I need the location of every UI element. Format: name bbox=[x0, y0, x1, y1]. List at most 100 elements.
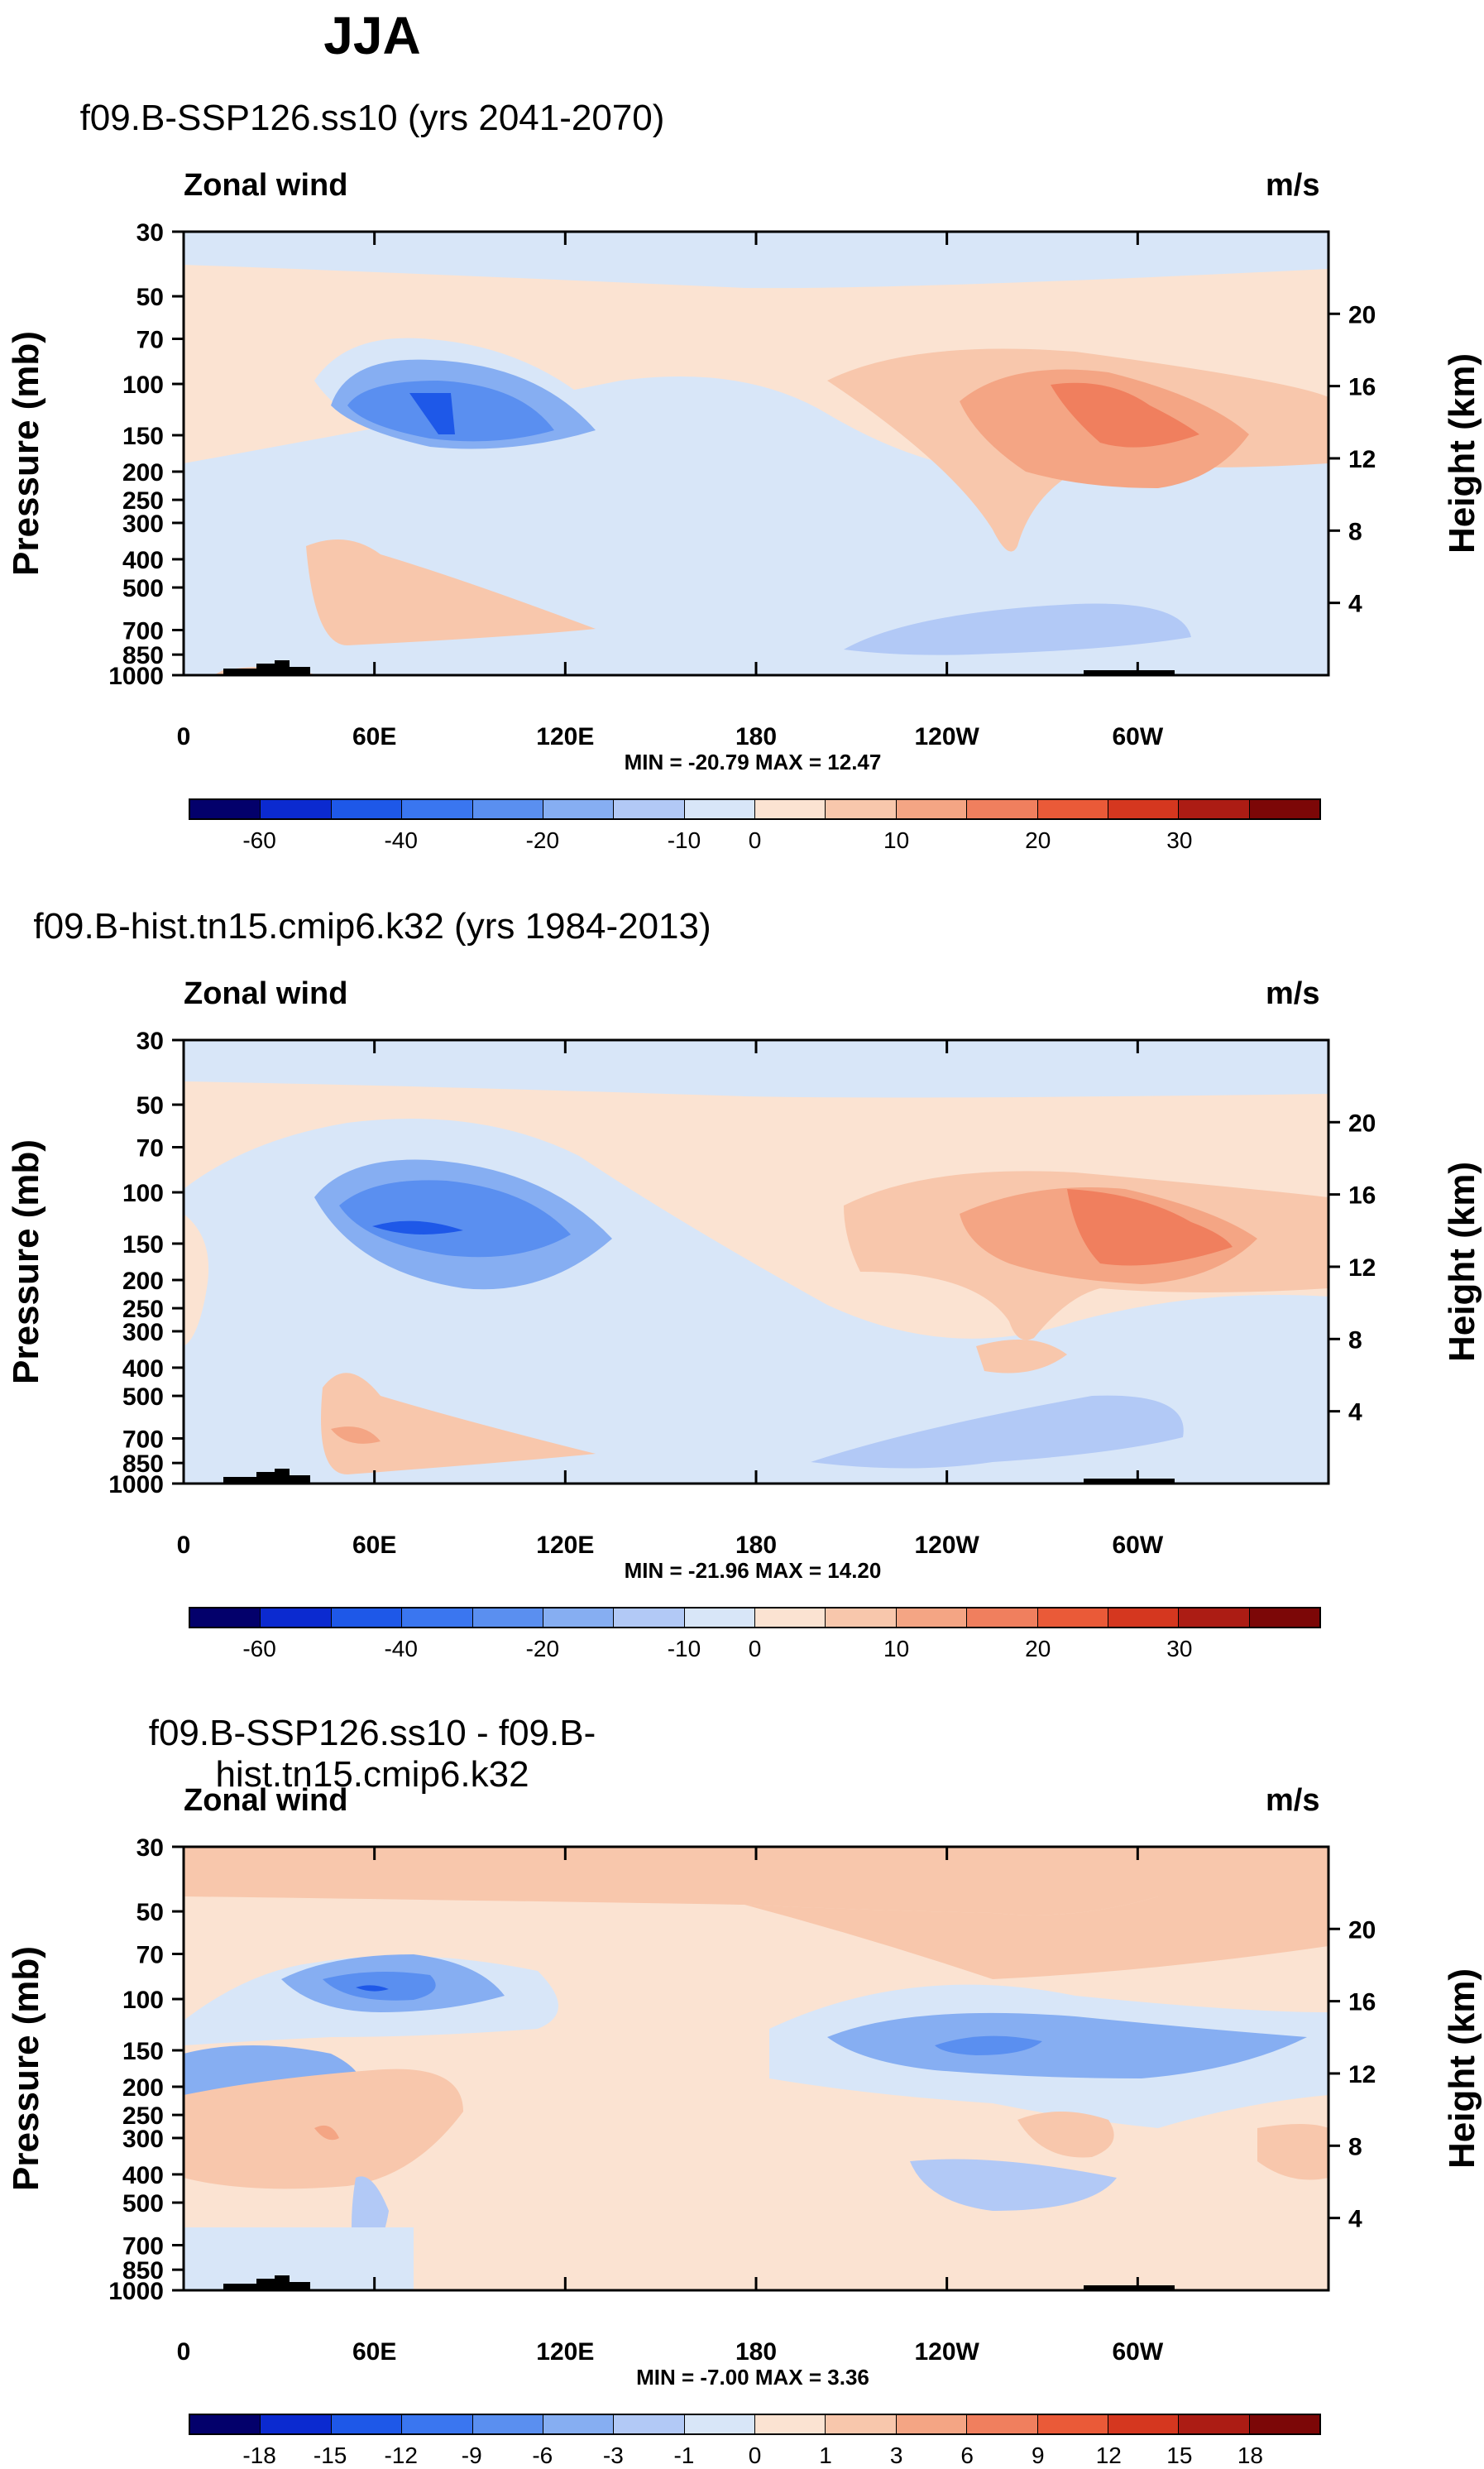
y-tick-label: 100 bbox=[122, 1180, 164, 1207]
colorbar-label: -15 bbox=[313, 2443, 347, 2468]
colorbar-swatch bbox=[896, 800, 968, 818]
y-tick-label: 400 bbox=[122, 2162, 164, 2189]
colorbar-label: 18 bbox=[1237, 2443, 1264, 2468]
y-tick-label: 30 bbox=[136, 1028, 164, 1055]
x-tick-label: 0 bbox=[177, 1532, 191, 1559]
colorbar-swatch bbox=[1179, 1608, 1250, 1627]
x-tick-label: 60W bbox=[1112, 2338, 1163, 2366]
x-tick-label: 60W bbox=[1112, 723, 1163, 750]
colorbar-label: 30 bbox=[1166, 827, 1193, 853]
y-tick-label: 850 bbox=[122, 642, 164, 669]
y2-tick-label: 12 bbox=[1348, 446, 1376, 473]
y-tick-label: 500 bbox=[122, 1383, 164, 1411]
colorbar-swatch bbox=[967, 2415, 1038, 2433]
y-tick-label: 70 bbox=[136, 327, 164, 354]
colorbar-swatch bbox=[402, 1608, 473, 1627]
panel3-contours bbox=[184, 1847, 1328, 2290]
x-tick-label: 60W bbox=[1112, 1532, 1163, 1559]
y-tick-label: 30 bbox=[136, 1834, 164, 1862]
main-title: JJA bbox=[323, 6, 421, 65]
y2-tick-label: 4 bbox=[1348, 591, 1362, 618]
colorbar-swatch bbox=[261, 800, 332, 818]
colorbar-label: -1 bbox=[673, 2443, 695, 2468]
colorbar-swatch bbox=[472, 800, 543, 818]
colorbar-swatch bbox=[543, 1608, 615, 1627]
colorbar-label: -10 bbox=[667, 1636, 701, 1661]
panel3-y2label: Height (km) bbox=[1442, 1968, 1482, 2169]
colorbar-label: 6 bbox=[960, 2443, 974, 2468]
colorbar-swatch bbox=[1249, 1608, 1319, 1627]
colorbar-label: -60 bbox=[242, 827, 276, 853]
colorbar-swatch bbox=[896, 1608, 968, 1627]
colorbar-swatch bbox=[190, 2415, 261, 2433]
y-tick-label: 400 bbox=[122, 1355, 164, 1383]
colorbar-label: 3 bbox=[889, 2443, 903, 2468]
panel3-ylabel: Pressure (mb) bbox=[6, 1946, 46, 2191]
y-tick-label: 300 bbox=[122, 1319, 164, 1346]
x-tick-label: 0 bbox=[177, 723, 191, 750]
y-tick-label: 250 bbox=[122, 1296, 164, 1323]
y2-tick-label: 16 bbox=[1348, 1989, 1376, 2016]
y-tick-label: 150 bbox=[122, 1231, 164, 1258]
colorbar-swatch bbox=[1249, 2415, 1319, 2433]
y-tick-label: 30 bbox=[136, 219, 164, 247]
y-tick-label: 500 bbox=[122, 575, 164, 602]
colorbar-label: -60 bbox=[242, 1636, 276, 1661]
x-tick-label: 120E bbox=[536, 723, 594, 750]
colorbar-label: -10 bbox=[667, 827, 701, 853]
x-tick-label: 60E bbox=[352, 723, 396, 750]
colorbar-label: 30 bbox=[1166, 1636, 1193, 1661]
panel3-units-label: m/s bbox=[1266, 1783, 1320, 1818]
x-tick-label: 0 bbox=[177, 2338, 191, 2366]
panel2-ylabel: Pressure (mb) bbox=[6, 1139, 46, 1384]
y-tick-label: 70 bbox=[136, 1135, 164, 1163]
x-tick-label: 120E bbox=[536, 2338, 594, 2366]
panel1-y2label: Height (km) bbox=[1442, 353, 1482, 554]
colorbar-swatch bbox=[331, 1608, 403, 1627]
colorbar-swatch bbox=[1179, 2415, 1250, 2433]
panel1-colorbar bbox=[189, 798, 1321, 820]
y-tick-label: 250 bbox=[122, 2102, 164, 2130]
y-tick-label: 700 bbox=[122, 617, 164, 645]
colorbar-label: 10 bbox=[883, 827, 910, 853]
y-tick-label: 300 bbox=[122, 511, 164, 538]
colorbar-swatch bbox=[896, 2415, 968, 2433]
colorbar-swatch bbox=[1108, 800, 1180, 818]
colorbar-swatch bbox=[190, 800, 261, 818]
colorbar-label: -12 bbox=[384, 2443, 418, 2468]
colorbar-label: -18 bbox=[242, 2443, 276, 2468]
y2-tick-label: 16 bbox=[1348, 1182, 1376, 1210]
y2-tick-label: 16 bbox=[1348, 374, 1376, 401]
colorbar-swatch bbox=[1037, 1608, 1108, 1627]
x-tick-label: 180 bbox=[735, 723, 777, 750]
colorbar-label: 9 bbox=[1031, 2443, 1045, 2468]
y2-tick-label: 20 bbox=[1348, 1916, 1376, 1944]
colorbar-label: 0 bbox=[748, 827, 762, 853]
y-tick-label: 1000 bbox=[108, 1471, 164, 1498]
x-tick-label: 120W bbox=[914, 723, 979, 750]
y-tick-label: 700 bbox=[122, 2232, 164, 2260]
colorbar-swatch bbox=[826, 800, 897, 818]
y2-tick-label: 8 bbox=[1348, 518, 1362, 545]
colorbar-label: -3 bbox=[602, 2443, 624, 2468]
x-tick-label: 60E bbox=[352, 1532, 396, 1559]
panel1-minmax: MIN = -20.79 MAX = 12.47 bbox=[624, 750, 882, 774]
colorbar-label: -20 bbox=[525, 827, 560, 853]
y-tick-label: 850 bbox=[122, 2257, 164, 2284]
colorbar-label: 0 bbox=[748, 1636, 762, 1661]
colorbar-swatch bbox=[402, 2415, 473, 2433]
colorbar-swatch bbox=[755, 1608, 826, 1627]
y-tick-label: 70 bbox=[136, 1942, 164, 1969]
panel2-variable-label: Zonal wind bbox=[184, 976, 348, 1011]
panel3-colorbar bbox=[189, 2414, 1321, 2435]
colorbar-label: -20 bbox=[525, 1636, 560, 1661]
panel1-title: f09.B-SSP126.ss10 (yrs 2041-2070) bbox=[79, 98, 665, 138]
x-tick-label: 120E bbox=[536, 1532, 594, 1559]
colorbar-label: -40 bbox=[384, 827, 418, 853]
colorbar-label: 20 bbox=[1025, 827, 1051, 853]
y-tick-label: 150 bbox=[122, 423, 164, 450]
y-tick-label: 850 bbox=[122, 1450, 164, 1478]
colorbar-swatch bbox=[755, 800, 826, 818]
panel2-contours bbox=[184, 1040, 1328, 1484]
